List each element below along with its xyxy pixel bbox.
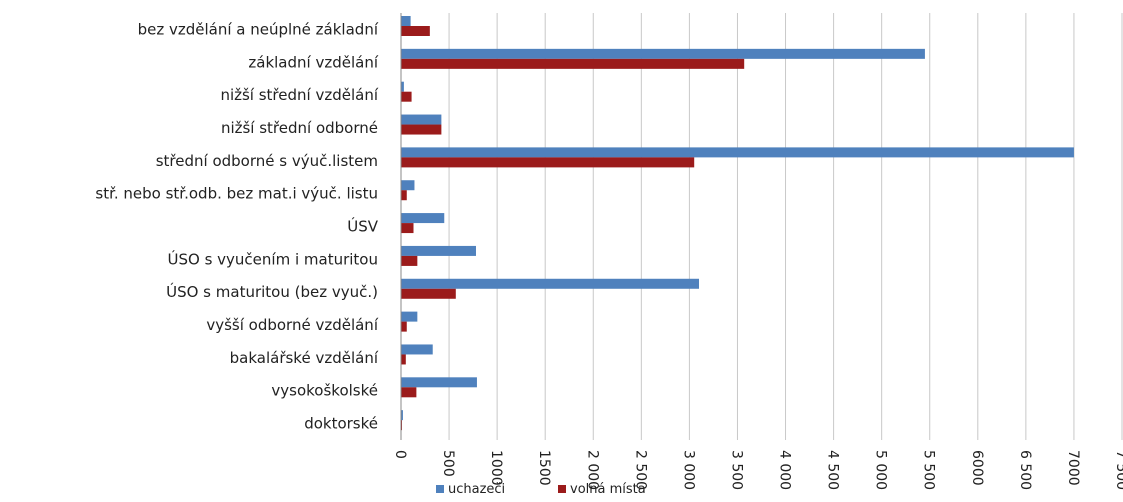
bar-uchazeci <box>401 344 433 355</box>
category-label: stř. nebo stř.odb. bez mat.i výuč. listu <box>95 185 378 203</box>
x-tick-label: 3 500 <box>728 450 744 490</box>
x-tick-label: 1000 <box>488 450 504 486</box>
bar-volna-mista <box>401 91 412 102</box>
bar-uchazeci <box>401 81 404 92</box>
bar-volna-mista <box>401 354 406 365</box>
bar-uchazeci <box>401 311 418 322</box>
x-tick-label: 4 500 <box>825 450 841 490</box>
x-tick-label: 500 <box>440 450 456 477</box>
bar-volna-mista <box>401 255 418 266</box>
bar-uchazeci <box>401 410 403 421</box>
bar-volna-mista <box>401 387 417 398</box>
legend-swatch-uchazeci <box>436 485 444 493</box>
x-tick-label: 6 500 <box>1017 450 1033 490</box>
bar-uchazeci <box>401 245 476 256</box>
x-tick-label: 2 500 <box>632 450 648 490</box>
category-label: střední odborné s výuč.listem <box>156 152 378 170</box>
bar-uchazeci <box>401 16 411 26</box>
gridlines <box>400 13 1123 440</box>
category-label: ÚSO s maturitou (bez vyuč.) <box>166 282 378 301</box>
x-tick-label: 0 <box>392 450 408 459</box>
category-label: bez vzdělání a neúplné základní <box>138 20 379 38</box>
bar-uchazeci <box>401 114 442 125</box>
category-label: nižší střední vzdělání <box>220 86 378 104</box>
category-label: základní vzdělání <box>248 53 378 71</box>
category-label: ÚSO s vyučením i maturitou <box>168 249 378 268</box>
category-label: vyšší odborné vzdělání <box>206 316 378 334</box>
bar-volna-mista <box>401 288 456 299</box>
bar-volna-mista <box>401 321 407 332</box>
bar-uchazeci <box>401 278 700 289</box>
bar-uchazeci <box>401 213 445 224</box>
x-tick-label: 2 000 <box>584 450 600 490</box>
bar-volna-mista <box>401 26 430 36</box>
legend-label-volna-mista: volná místa <box>570 482 646 497</box>
x-tick-label: 4 000 <box>777 450 793 490</box>
category-label: bakalářské vzdělání <box>230 349 379 367</box>
bar-volna-mista <box>401 124 442 135</box>
x-tick-label: 3 000 <box>680 450 696 490</box>
category-label: ÚSV <box>347 217 379 236</box>
x-tick-label: 1500 <box>536 450 552 486</box>
bar-volna-mista <box>401 58 745 69</box>
x-tick-label: 5 000 <box>873 450 889 490</box>
category-label: nižší střední odborné <box>221 119 378 137</box>
x-tick-label: 7000 <box>1065 450 1081 486</box>
category-label: doktorské <box>304 415 378 433</box>
x-tick-label: 5 500 <box>921 450 937 490</box>
x-tick-label: 7 500 <box>1113 450 1123 490</box>
bars <box>401 16 1074 431</box>
legend-label-uchazeci: uchazeči <box>448 482 505 497</box>
legend-swatch-volna-mista <box>558 485 566 493</box>
bar-volna-mista <box>401 190 407 201</box>
bar-uchazeci <box>401 48 925 59</box>
bar-uchazeci <box>401 377 477 388</box>
category-labels: bez vzdělání a neúplné základní základní … <box>95 20 378 432</box>
x-tick-labels: 0 500 1000 1500 2 000 2 500 3 000 3 500 4 000 4 5… <box>392 450 1123 490</box>
bar-volna-mista <box>401 223 414 234</box>
x-tick-label: 6000 <box>969 450 985 486</box>
bar-volna-mista <box>401 157 695 168</box>
category-label: vysokoškolské <box>271 382 378 400</box>
legend: uchazeči volná místa <box>436 482 646 497</box>
bar-uchazeci <box>401 180 415 191</box>
bar-uchazeci <box>401 147 1074 158</box>
